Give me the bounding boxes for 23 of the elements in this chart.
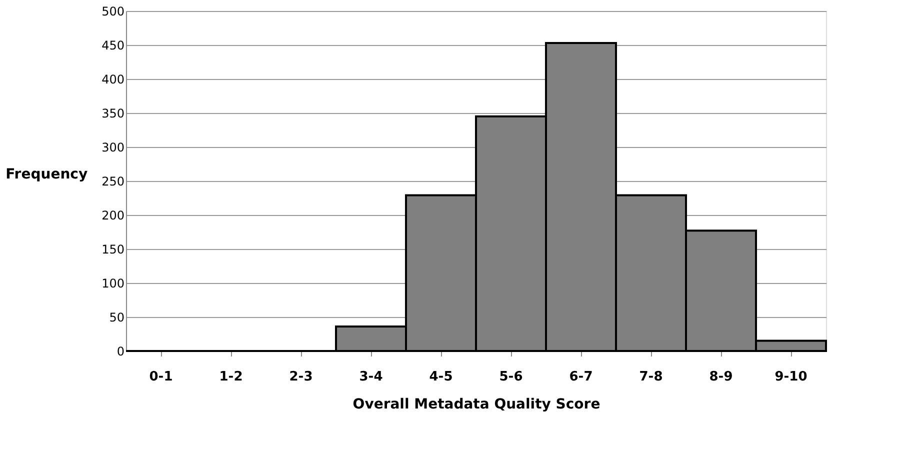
- x-tick-label: 0-1: [149, 370, 173, 384]
- x-tick-label: 4-5: [429, 370, 453, 384]
- y-tick-label: 300: [102, 140, 124, 154]
- x-tick-label: 1-2: [219, 370, 243, 384]
- y-tick-label: 500: [102, 4, 124, 18]
- y-tick-label: 100: [102, 276, 124, 290]
- y-axis-title: Frequency: [6, 166, 88, 182]
- x-tick-label: 7-8: [639, 370, 663, 384]
- y-tick-label: 350: [102, 106, 124, 120]
- x-tick-label: 6-7: [569, 370, 593, 384]
- x-tick-label: 3-4: [359, 370, 383, 384]
- y-tick-label: 250: [102, 174, 124, 188]
- y-tick-label: 0: [116, 344, 124, 358]
- x-axis-title: Overall Metadata Quality Score: [352, 396, 600, 412]
- y-tick-label: 400: [102, 72, 124, 86]
- y-tick-label: 150: [102, 242, 124, 256]
- y-tick-label: 50: [109, 310, 124, 324]
- y-tick-label: 450: [102, 38, 124, 52]
- x-tick-label: 2-3: [289, 370, 313, 384]
- x-tick-label: 5-6: [499, 370, 523, 384]
- y-tick-label: 200: [102, 208, 124, 222]
- x-tick-label: 9-10: [774, 370, 808, 384]
- x-tick-label: 8-9: [709, 370, 733, 384]
